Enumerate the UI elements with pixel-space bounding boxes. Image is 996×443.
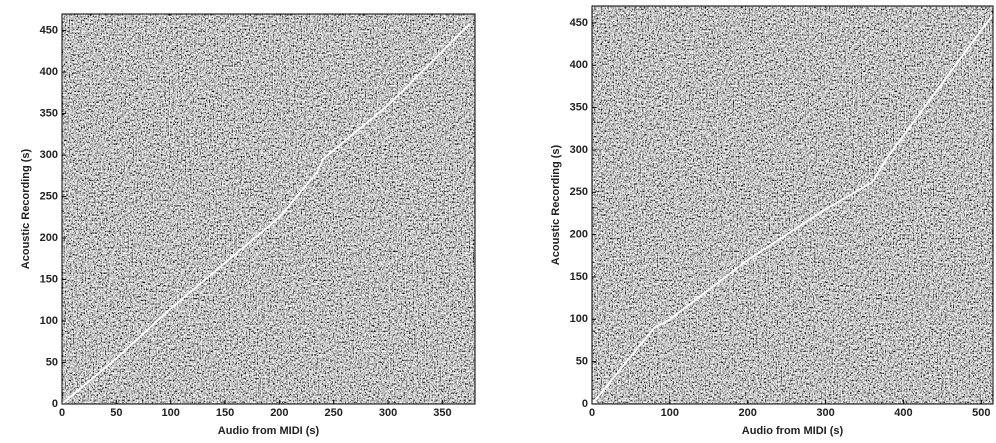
x-tick-label: 150: [216, 407, 234, 419]
x-tick-label: 0: [59, 407, 65, 419]
x-axis-label: Audio from MIDI (s): [218, 425, 320, 437]
y-axis-label: Acoustic Recording (s): [550, 144, 562, 265]
x-tick-label: 100: [162, 407, 180, 419]
similarity-matrix: [592, 6, 993, 404]
alignment-path: [591, 13, 994, 405]
y-tick-label: 350: [570, 102, 588, 114]
x-tick-label: 300: [379, 407, 397, 419]
y-tick-label: 250: [40, 190, 58, 202]
plot-frame: [61, 13, 476, 405]
x-tick-label: 350: [433, 407, 451, 419]
y-tick-label: 350: [40, 107, 58, 119]
y-tick-label: 150: [40, 273, 58, 285]
x-axis-label: Audio from MIDI (s): [742, 425, 844, 437]
alignment-path: [61, 23, 471, 405]
y-tick-label: 200: [40, 232, 58, 244]
y-tick-label: 50: [46, 356, 58, 368]
y-tick-label: 450: [40, 25, 58, 37]
similarity-matrix: [62, 14, 475, 404]
y-tick-label: 100: [40, 315, 58, 327]
y-axis-label: Acoustic Recording (s): [20, 148, 32, 269]
x-tick-label: 200: [739, 407, 757, 419]
x-tick-label: 500: [972, 407, 990, 419]
y-tick-label: 150: [570, 271, 588, 283]
x-tick-label: 100: [661, 407, 679, 419]
y-tick-label: 0: [52, 398, 58, 410]
y-tick-label: 300: [40, 149, 58, 161]
x-tick-label: 300: [816, 407, 834, 419]
x-tick-label: 50: [110, 407, 122, 419]
x-tick-label: 200: [270, 407, 288, 419]
y-tick-label: 0: [582, 398, 588, 410]
y-tick-label: 200: [570, 229, 588, 241]
y-tick-label: 300: [570, 144, 588, 156]
x-tick-label: 400: [894, 407, 912, 419]
x-tick-label: 250: [325, 407, 343, 419]
y-tick-label: 250: [570, 186, 588, 198]
y-tick-label: 400: [570, 59, 588, 71]
y-tick-label: 450: [570, 17, 588, 29]
y-tick-label: 400: [40, 66, 58, 78]
x-tick-label: 0: [589, 407, 595, 419]
y-tick-label: 50: [576, 356, 588, 368]
plot-frame: [591, 5, 994, 405]
y-tick-label: 100: [570, 313, 588, 325]
